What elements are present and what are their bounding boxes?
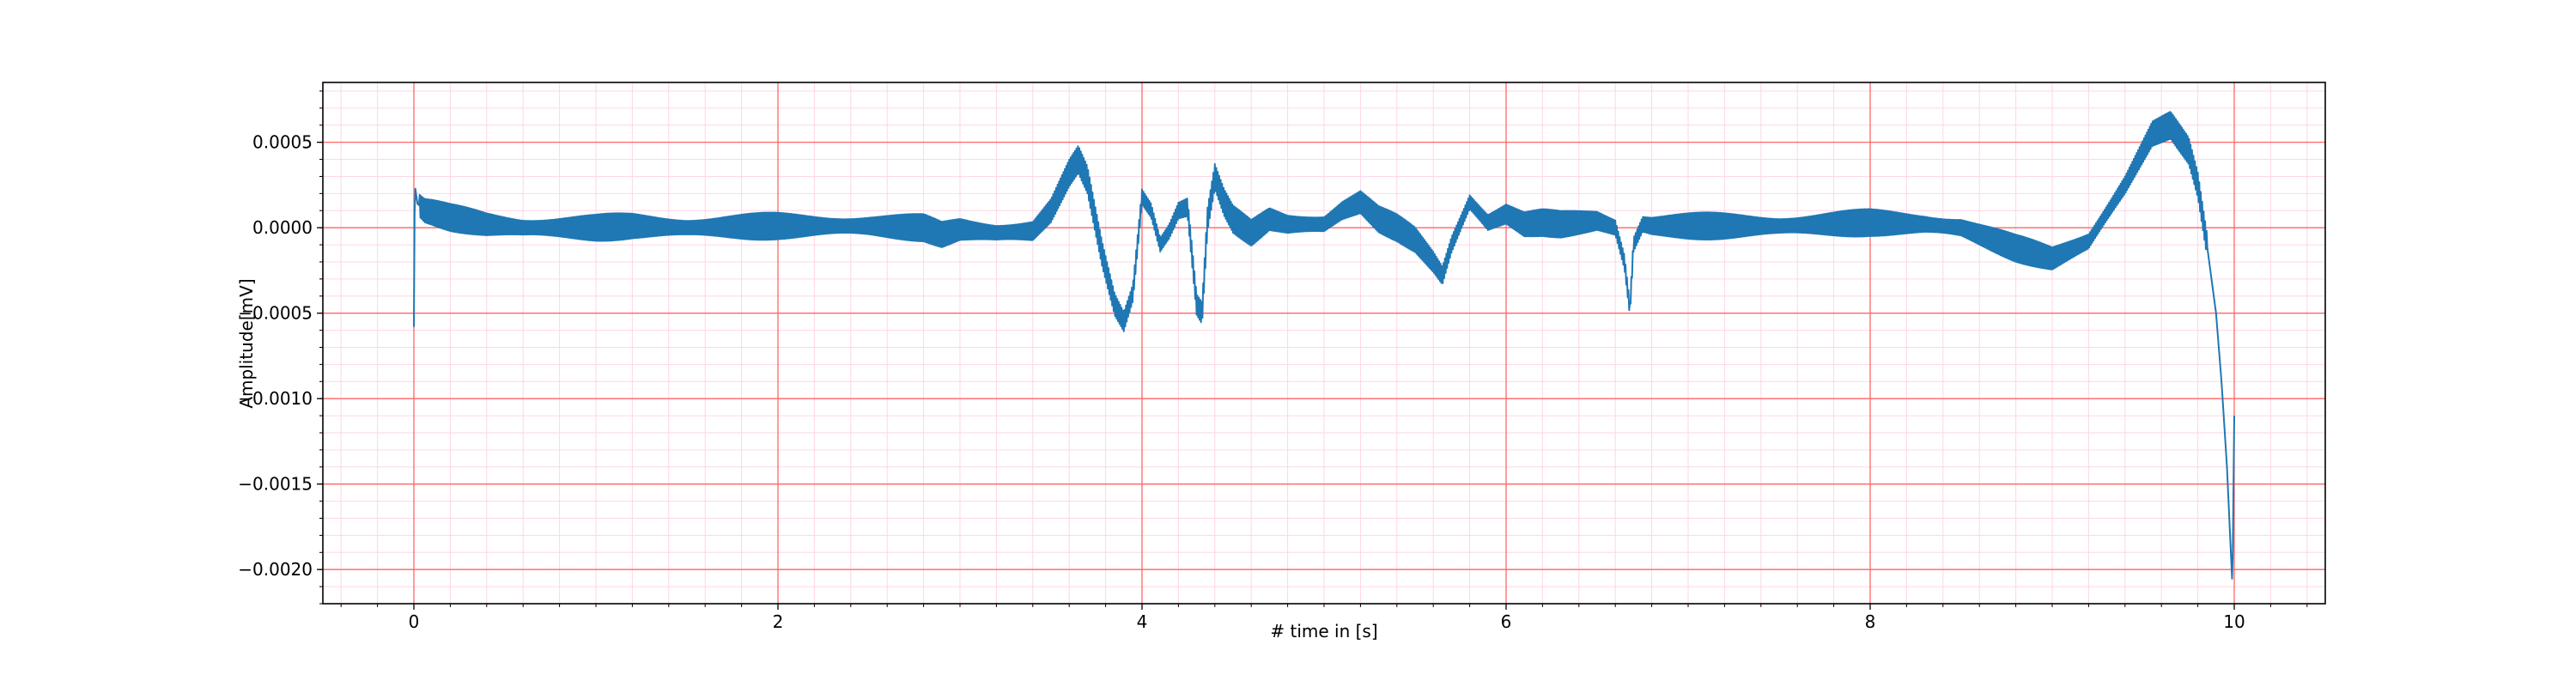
x-tick-label: 10	[2223, 611, 2245, 632]
y-tick-label: −0.0005	[238, 303, 313, 324]
x-tick-label: 8	[1865, 611, 1876, 632]
x-axis-label: # time in [s]	[1270, 621, 1377, 641]
y-tick-label: −0.0010	[238, 388, 313, 409]
axis-ticks	[317, 90, 2308, 610]
y-axis-label: Amplitude[mV]	[236, 278, 257, 408]
signal-line-series-0	[413, 111, 2235, 580]
x-tick-label: 4	[1137, 611, 1148, 632]
y-tick-label: −0.0015	[238, 474, 313, 495]
y-tick-label: 0.0000	[252, 217, 313, 238]
tick-labels: 0 2 4 6 8 10 0.0005 0.0000 −0.0005 −0.0010 −0.0015…	[238, 132, 2245, 632]
y-tick-label: −0.0020	[238, 559, 313, 580]
x-tick-label: 0	[409, 611, 420, 632]
x-tick-label: 6	[1501, 611, 1512, 632]
x-tick-label: 2	[773, 611, 784, 632]
y-tick-label: 0.0005	[252, 132, 313, 153]
plot-area	[413, 111, 2235, 580]
